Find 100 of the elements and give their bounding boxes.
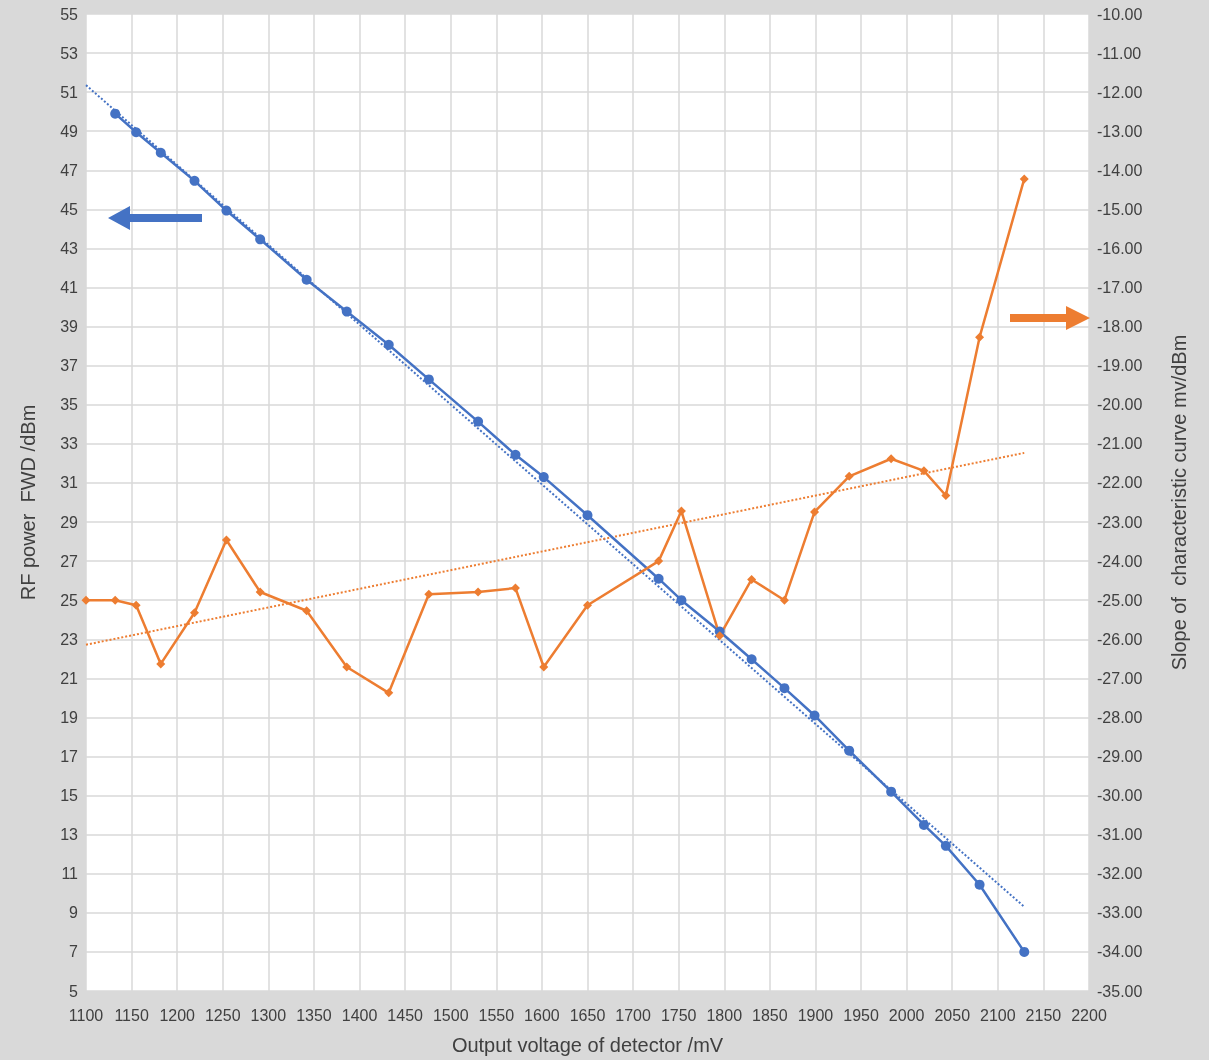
y-tick-label: 13 (60, 826, 79, 844)
x-tick-label: 1400 (341, 1006, 378, 1024)
point (1019, 174, 1029, 184)
y-tick-label: 53 (60, 44, 79, 62)
point (583, 600, 592, 610)
y-tick-label: 21 (60, 669, 79, 687)
y-tick-label: 51 (60, 83, 79, 101)
y-tick-label: 23 (60, 630, 79, 648)
x-tick-label: 2200 (1071, 1006, 1107, 1024)
point (302, 606, 312, 616)
y2-tick-label: -33.00 (1097, 904, 1143, 922)
x-tick-label: 1950 (843, 1006, 879, 1024)
x-tick-label: 1100 (68, 1006, 104, 1024)
y2-tick-label: -11.00 (1097, 44, 1142, 62)
point (342, 662, 352, 672)
y-axis-title: RF power FWD /dBm (17, 404, 39, 601)
y-tick-label: 45 (60, 200, 79, 218)
point (473, 416, 484, 427)
point (844, 471, 854, 481)
y2-tick-label: -27.00 (1097, 669, 1143, 687)
point (653, 573, 664, 584)
y2-tick-label: -31.00 (1097, 826, 1143, 844)
y2-tick-label: -10.00 (1097, 5, 1143, 23)
point (809, 710, 820, 721)
point (110, 108, 121, 119)
point (676, 595, 687, 606)
point (941, 490, 951, 500)
x-tick-label: 1550 (478, 1006, 515, 1024)
y-tick-label: 49 (60, 122, 79, 140)
point (810, 507, 820, 517)
point (473, 587, 483, 597)
point (886, 786, 897, 797)
point (221, 535, 231, 545)
point (301, 274, 312, 285)
point (131, 600, 141, 610)
point (747, 574, 757, 584)
y-tick-label: 39 (60, 318, 79, 336)
point (918, 819, 929, 830)
point (844, 745, 855, 756)
y-tick-label: 29 (60, 513, 79, 531)
y2-tick-label: -18.00 (1097, 318, 1143, 336)
y-tick-label: 35 (60, 396, 79, 414)
y-tick-label: 43 (60, 239, 79, 257)
point (886, 454, 896, 464)
x-tick-label: 2000 (888, 1006, 925, 1024)
point (81, 595, 91, 605)
y-tick-label: 15 (60, 787, 79, 805)
point (746, 654, 757, 665)
y-tick-label: 47 (60, 161, 79, 179)
point (423, 374, 434, 385)
point (676, 506, 686, 516)
point (221, 205, 232, 216)
y-tick-label: 27 (60, 552, 79, 570)
y2-tick-label: -12.00 (1097, 83, 1143, 101)
y-tick-label: 5 (69, 982, 79, 1000)
point (155, 147, 166, 158)
point (131, 127, 142, 138)
y-tick-label: 31 (60, 474, 79, 492)
x-tick-label: 2150 (1025, 1006, 1062, 1024)
x-tick-label: 1150 (114, 1006, 149, 1024)
point (654, 556, 664, 566)
x-tick-label: 1800 (706, 1006, 743, 1024)
point (974, 879, 985, 890)
point (190, 608, 200, 618)
point (110, 595, 120, 605)
point (156, 659, 166, 669)
x-tick-label: 2100 (980, 1006, 1016, 1024)
y2-tick-label: -34.00 (1097, 943, 1143, 961)
y2-tick-label: -28.00 (1097, 708, 1143, 726)
y2-tick-label: -14.00 (1097, 161, 1143, 179)
y2-tick-label: -15.00 (1097, 200, 1143, 218)
x-tick-label: 1350 (296, 1006, 332, 1024)
point (779, 683, 790, 694)
y2-tick-label: -20.00 (1097, 396, 1143, 414)
y2-tick-label: -25.00 (1097, 591, 1143, 609)
x-tick-label: 1850 (752, 1006, 788, 1024)
y2-axis-title: Slope of characteristic curve mv/dBm (1168, 334, 1190, 671)
point (940, 840, 951, 851)
y2-tick-label: -24.00 (1097, 552, 1143, 570)
point (510, 449, 521, 460)
point (424, 589, 434, 599)
x-tick-label: 1750 (660, 1006, 697, 1024)
y-tick-label: 9 (69, 904, 79, 922)
x-tick-label: 1250 (204, 1006, 241, 1024)
y2-tick-label: -23.00 (1097, 513, 1143, 531)
x-tick-label: 1600 (524, 1006, 560, 1024)
y-tick-label: 33 (60, 435, 79, 453)
point (779, 595, 789, 605)
y-tick-label: 55 (60, 5, 79, 23)
y2-tick-label: -19.00 (1097, 357, 1143, 375)
point (715, 631, 725, 641)
point (255, 587, 265, 597)
point (383, 339, 394, 350)
x-tick-label: 1650 (569, 1006, 606, 1024)
x-tick-label: 1300 (250, 1006, 287, 1024)
y2-tick-label: -16.00 (1097, 239, 1143, 257)
x-tick-label: 1450 (387, 1006, 424, 1024)
point (538, 472, 549, 483)
point (384, 688, 394, 698)
y-tick-label: 37 (60, 357, 79, 375)
